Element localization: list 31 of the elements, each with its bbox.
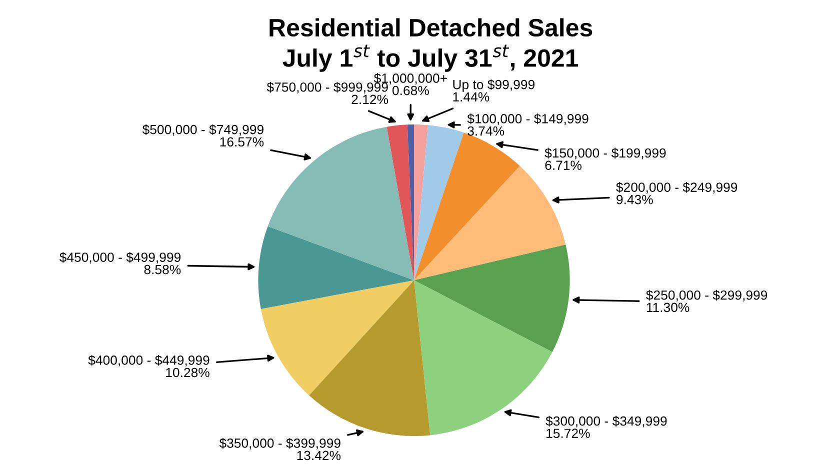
pie-slice <box>309 280 430 436</box>
data-label: 16.57% <box>220 137 264 147</box>
slice-label: $250,000 - $299,999 <box>646 290 768 302</box>
slice-label: $100,000 - $149,999 <box>467 114 588 125</box>
data-label: 8.58% <box>144 264 181 274</box>
slice-label: $200,000 - $249,999 <box>616 182 738 194</box>
pie-slice <box>268 126 414 280</box>
data-label: 2.12% <box>352 94 388 104</box>
slice-label: Up to $99,999 <box>453 79 534 92</box>
slice-label: $400,000 - $449,999 <box>88 354 210 366</box>
slice-label: $500,000 - $749,999 <box>142 124 264 136</box>
slice-label: $150,000 - $199,999 <box>544 148 666 160</box>
data-label: 15.72% <box>546 428 590 438</box>
data-label: 9.43% <box>616 194 653 204</box>
data-label: 10.28% <box>166 368 210 378</box>
pie-slice <box>386 124 414 280</box>
data-label: 0.68% <box>392 86 429 96</box>
pie-slice <box>414 125 464 280</box>
data-label: 1.44% <box>453 92 490 102</box>
data-label: 11.30% <box>646 302 690 312</box>
pie-slice <box>260 280 414 396</box>
slice-label: $300,000 - $349,999 <box>546 416 667 428</box>
slice-label: $450,000 - $499,999 <box>59 252 181 264</box>
chart-title: Residential Detached Sales July 1$^{st}$ to July 31$^{st}$, 2021 <box>270 18 592 72</box>
pie-slice <box>414 244 570 352</box>
data-label: 6.71% <box>545 160 582 170</box>
data-label: 3.74% <box>468 126 504 136</box>
data-label: 13.42% <box>297 450 341 460</box>
pie-slice <box>258 226 414 309</box>
pie-slice <box>414 124 428 280</box>
slice-label: $350,000 - $399,999 <box>219 438 340 450</box>
